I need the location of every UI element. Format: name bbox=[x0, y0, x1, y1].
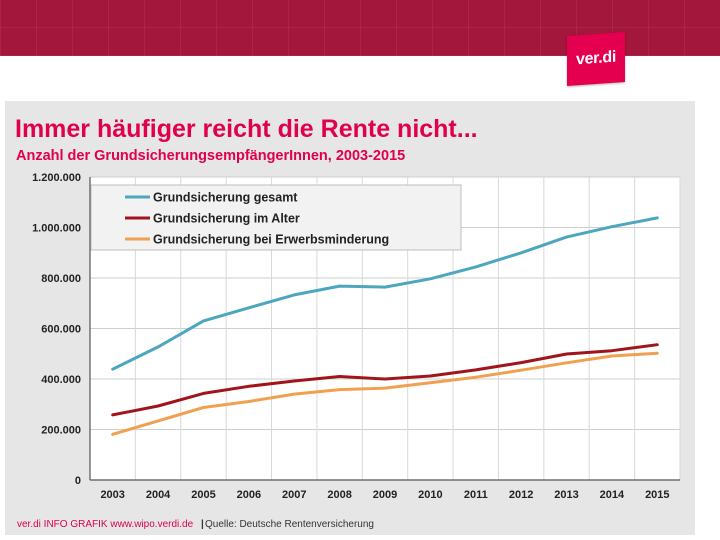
series-line-3 bbox=[111, 351, 659, 436]
legend-box bbox=[90, 184, 462, 251]
x-tick-label: 2006 bbox=[237, 489, 261, 501]
x-tick-label: 2005 bbox=[191, 489, 215, 501]
y-tick-label: 400.000 bbox=[41, 374, 81, 386]
header-banner bbox=[0, 0, 720, 56]
x-tick-label: 2003 bbox=[100, 489, 124, 501]
legend: Grundsicherung gesamt Grundsicherung im A… bbox=[90, 184, 462, 251]
x-tick-label: 2011 bbox=[464, 489, 488, 501]
x-tick-label: 2008 bbox=[327, 489, 351, 501]
footer-source: Quelle: Deutsche Rentenversicherung bbox=[205, 519, 374, 530]
chart-subtitle: Anzahl der GrundsicherungsempfängerInnen… bbox=[16, 148, 405, 164]
chart-title: Immer häufiger reicht die Rente nicht... bbox=[15, 115, 478, 143]
legend-label: Grundsicherung im Alter bbox=[153, 212, 300, 226]
legend-label: Grundsicherung gesamt bbox=[153, 191, 298, 205]
footer-separator: | bbox=[201, 519, 204, 530]
x-tick-label: 2014 bbox=[600, 489, 625, 501]
x-tick-label: 2012 bbox=[509, 489, 533, 501]
x-tick-label: 2009 bbox=[373, 489, 397, 501]
y-tick-label: 1.200.000 bbox=[32, 172, 81, 184]
infographic-panel: Immer häufiger reicht die Rente nicht...… bbox=[5, 101, 695, 535]
x-tick-label: 2013 bbox=[554, 489, 578, 501]
legend-label: Grundsicherung bei Erwerbsminderung bbox=[153, 233, 389, 247]
y-tick-label: 0 bbox=[75, 475, 81, 487]
x-tick-label: 2004 bbox=[146, 489, 171, 501]
series-line-1 bbox=[111, 216, 659, 371]
series-line-2 bbox=[111, 343, 659, 417]
x-tick-label: 2010 bbox=[418, 489, 442, 501]
y-tick-label: 600.000 bbox=[41, 324, 81, 336]
footer-credit: ver.di INFO GRAFIK www.wipo.verdi.de bbox=[17, 519, 194, 530]
y-tick-label: 200.000 bbox=[41, 425, 81, 437]
verdi-logo: ver.di bbox=[567, 31, 625, 87]
x-tick-label: 2015 bbox=[645, 489, 669, 501]
y-tick-label: 800.000 bbox=[41, 273, 81, 285]
y-tick-label: 1.000.000 bbox=[32, 223, 81, 235]
x-tick-label: 2007 bbox=[282, 489, 306, 501]
line-chart: Immer häufiger reicht die Rente nicht...… bbox=[15, 115, 681, 530]
